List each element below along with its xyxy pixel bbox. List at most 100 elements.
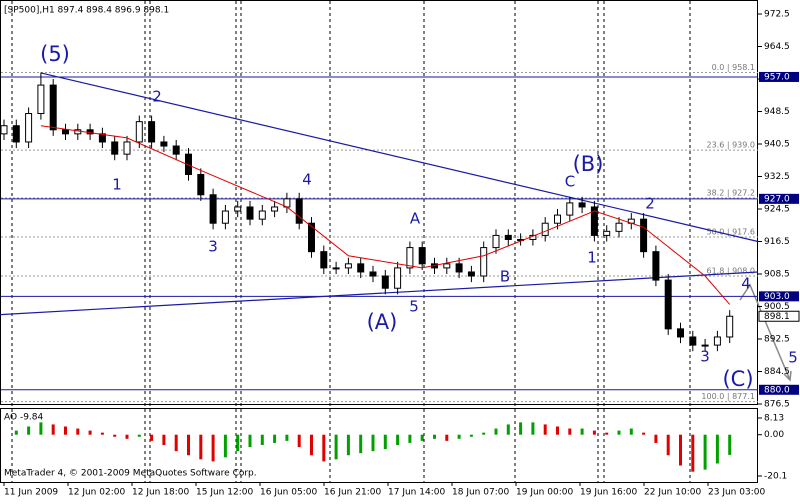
level-label: 903.0: [764, 292, 790, 302]
candle-body: [234, 206, 242, 212]
price-box: [758, 310, 800, 322]
candle-body: [394, 267, 402, 289]
y-tick-label: 924.5: [764, 205, 790, 215]
candle-body: [406, 247, 414, 269]
y-tick-label: 964.5: [764, 42, 790, 52]
fib-label: 100.0 | 877.1: [701, 392, 755, 401]
candle-body: [357, 263, 365, 273]
y-tick-label: 932.5: [764, 172, 790, 182]
candle-body: [590, 206, 598, 236]
header: [SP500],H1 897.4 898.4 896.9 898.1: [4, 6, 169, 16]
candle-body: [320, 251, 328, 269]
x-tick-label: 16 Jun 21:00: [324, 488, 381, 498]
wave-label: B: [500, 268, 510, 286]
candle-body: [554, 214, 561, 224]
candle-body: [664, 279, 672, 330]
level-box: [759, 384, 799, 395]
x-tick-label: 18 Jun 07:00: [452, 488, 509, 498]
projection-path: [739, 283, 791, 381]
x-tick-label: 11 Jun 2009: [4, 488, 58, 498]
moving-average: [40, 125, 731, 305]
wave-label: (5): [40, 42, 70, 66]
y-tick-label: 908.5: [764, 270, 790, 280]
wave-label: 1: [587, 249, 597, 267]
candle-body: [62, 129, 69, 135]
candle-body: [369, 271, 377, 277]
candle-body: [197, 173, 205, 196]
x-tick-label: 16 Jun 05:00: [260, 488, 317, 498]
candle-body: [12, 125, 20, 143]
candle-body: [603, 230, 611, 236]
level-label: 927.0: [764, 194, 790, 204]
candle-body: [123, 141, 131, 155]
y-tick-label: 916.5: [764, 237, 790, 247]
x-tick-label: 19 Jun 00:00: [516, 488, 573, 498]
candle-body: [0, 125, 8, 135]
candle-body: [209, 194, 217, 224]
wave-label: 2: [645, 195, 655, 213]
footer: MetaTrader 4, © 2001-2009 MetaQuotes Sof…: [4, 469, 257, 479]
trendline: [0, 271, 759, 316]
level-box: [759, 291, 799, 302]
main-panel: [0, 0, 758, 405]
candle-body: [689, 336, 697, 346]
x-tick-label: 12 Jun 02:00: [68, 488, 125, 498]
trendline: [40, 72, 759, 243]
candle-body: [148, 121, 156, 143]
projection-arrows: [739, 283, 792, 382]
wave-label: (B): [573, 152, 604, 176]
wave-label: 4: [302, 171, 312, 189]
x-tick-label: 17 Jun 14:00: [388, 488, 445, 498]
fib-label: 50.0 | 917.6: [707, 228, 756, 237]
ao-panel: [0, 408, 758, 483]
wave-label: 2: [152, 88, 162, 106]
candle-body: [185, 153, 192, 175]
arrow-head: [783, 370, 792, 382]
candle-body: [504, 234, 512, 240]
x-tick-label: 19 Jun 16:00: [580, 488, 637, 498]
y-tick-label: 940.5: [764, 140, 790, 150]
price-label: 898.1: [764, 312, 790, 322]
level-label: 880.0: [764, 385, 790, 395]
candle-body: [566, 202, 574, 216]
ao-tick-label: 8.13: [764, 414, 784, 424]
day-separators: [11, 1, 691, 482]
candle-body: [713, 336, 721, 346]
x-tick-label: 15 Jun 12:00: [196, 488, 253, 498]
candle-body: [98, 133, 106, 143]
x-tick-label: 22 Jun 10:00: [644, 488, 701, 498]
candle-body: [308, 222, 315, 253]
wave-label: 5: [409, 298, 419, 316]
y-tick-label: 884.5: [764, 367, 790, 377]
wave-label: 1: [112, 176, 122, 194]
wave-label: (C): [722, 367, 753, 391]
ao-title: AO -9.84: [4, 413, 44, 423]
candle-body: [467, 271, 475, 277]
ao-tick-label: 0.00: [764, 430, 784, 440]
wave-label: (A): [367, 310, 398, 334]
wave-label: 3: [208, 238, 218, 256]
candle-body: [640, 218, 648, 253]
level-box: [759, 71, 799, 82]
candle-body: [381, 275, 389, 289]
y-tick-label: 892.5: [764, 335, 790, 345]
ao-tick-label: -20.1: [764, 472, 787, 482]
candle-body: [615, 222, 623, 232]
fib-label: 38.2 | 927.2: [707, 189, 756, 198]
level-label: 957.0: [764, 72, 790, 82]
wave-label: 3: [700, 348, 710, 366]
candle-body: [652, 251, 660, 281]
candle-body: [701, 344, 709, 347]
candle-body: [295, 198, 303, 224]
fib-label: 61.8 | 908.0: [707, 267, 756, 276]
candle-body: [578, 202, 586, 208]
candle-body: [344, 263, 352, 269]
candle-body: [172, 145, 180, 155]
x-tick-label: 23 Jun 03:00: [708, 488, 765, 498]
level-box: [759, 193, 799, 204]
fib-label: 23.6 | 939.0: [707, 141, 756, 150]
y-tick-label: 948.5: [764, 107, 790, 117]
candle-body: [332, 267, 340, 270]
candle-body: [246, 206, 254, 220]
